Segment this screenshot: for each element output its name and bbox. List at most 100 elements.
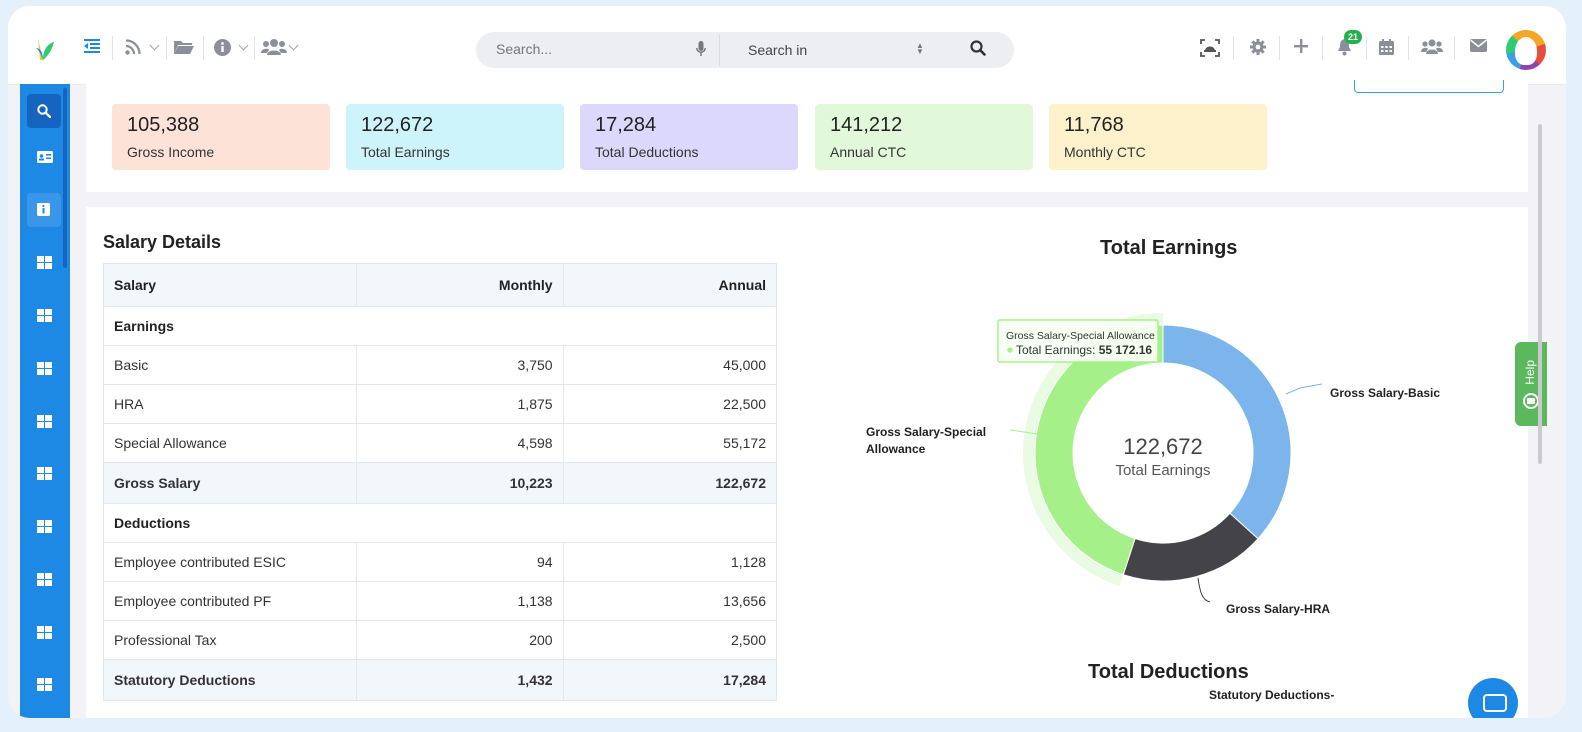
row-name: Gross Salary [102, 462, 358, 504]
sidebar-item-module-1[interactable] [27, 246, 61, 280]
help-label: Help [1523, 360, 1537, 385]
donut-slice-gross-salary-hra[interactable] [1122, 512, 1259, 582]
card-value: 17,284 [595, 114, 657, 136]
action-button[interactable] [1354, 80, 1504, 93]
sidebar-item-module-3[interactable] [27, 352, 61, 386]
row-annual: 22,500 [562, 384, 778, 424]
help-tab[interactable]: Help [1515, 342, 1547, 426]
app-logo [36, 38, 54, 60]
sidebar-item-module-5[interactable] [27, 457, 61, 491]
donut-slice-gross-salary-basic[interactable] [1162, 324, 1292, 540]
sidebar-scrollbar[interactable] [63, 88, 67, 268]
grid-icon [37, 573, 52, 586]
face-scan-icon[interactable] [1200, 39, 1220, 57]
team-icon[interactable] [1421, 39, 1443, 54]
select-arrows-icon[interactable]: ▲ ▼ [916, 41, 924, 56]
sidebar-item-id-card[interactable] [27, 141, 61, 175]
chart-title: Total Earnings [1100, 237, 1238, 259]
top-bar: Search in ▲▼ 21 [8, 6, 1566, 85]
tooltip-marker [1007, 347, 1013, 353]
table-row: Special Allowance 4,598 55,172 [102, 423, 778, 463]
card-label: Monthly CTC [1064, 144, 1146, 160]
sidebar-item-module-4[interactable] [27, 405, 61, 439]
menu-collapse-icon[interactable] [84, 39, 100, 53]
card-value: 122,672 [361, 114, 434, 136]
tooltip-value: 55 172.16 [1099, 343, 1153, 357]
sidebar-item-search[interactable] [27, 94, 61, 128]
search-scope-select[interactable]: Search in [748, 42, 808, 58]
row-name: Employee contributed ESIC [102, 542, 358, 582]
svg-text:Total Earnings: 55 172.16: Total Earnings: 55 172.16 [1016, 343, 1152, 357]
sidebar-item-module-9[interactable] [27, 668, 61, 702]
salary-details-title: Salary Details [103, 232, 222, 252]
search-input[interactable] [496, 41, 686, 57]
row-annual: 55,172 [562, 423, 778, 463]
grid-icon [37, 626, 52, 639]
column-header: Salary [102, 263, 358, 307]
statutory-deductions-row: Statutory Deductions 1,432 17,284 [102, 659, 778, 701]
row-name: HRA [102, 384, 358, 424]
section-row-earnings: Earnings [103, 306, 777, 346]
data-label-special-line1: Gross Salary-Special [866, 425, 986, 439]
sidebar-item-info[interactable] [27, 193, 61, 227]
table-row: Employee contributed ESIC 94 1,128 [102, 542, 778, 582]
section-label: Earnings [103, 306, 777, 346]
folder-icon[interactable] [174, 39, 194, 55]
microphone-icon[interactable] [696, 41, 706, 57]
grid-icon [37, 678, 52, 691]
notification-badge: 21 [1344, 30, 1362, 44]
row-name: Professional Tax [102, 620, 358, 660]
content-scrollbar[interactable] [1538, 124, 1542, 464]
rss-feed-icon[interactable] [125, 39, 141, 55]
calendar-icon[interactable] [1379, 39, 1394, 55]
table-row: Basic 3,750 45,000 [102, 345, 778, 385]
chart-tooltip: Gross Salary-Special Allowance Total Ear… [997, 319, 1159, 363]
add-icon[interactable] [1294, 39, 1308, 53]
data-label-statutory: Statutory Deductions- [1209, 688, 1335, 702]
sidebar-item-module-8[interactable] [27, 616, 61, 650]
row-name: Special Allowance [102, 423, 358, 463]
donut-center-value: 122,672 [1123, 434, 1203, 459]
chevron-down-icon[interactable] [288, 40, 299, 51]
row-monthly: 1,138 [356, 581, 564, 621]
users-group-icon[interactable] [261, 39, 287, 55]
total-earnings-card: 122,672 Total Earnings [346, 104, 564, 170]
card-value: 11,768 [1064, 114, 1124, 136]
total-deductions-chart-title: Total Deductions [1088, 661, 1249, 683]
sidebar [20, 84, 70, 718]
sidebar-item-module-6[interactable] [27, 510, 61, 544]
gear-icon[interactable] [1250, 39, 1266, 55]
gross-income-card: 105,388 Gross Income [112, 104, 330, 170]
card-label: Annual CTC [830, 144, 907, 160]
basic-connector [1285, 383, 1323, 395]
row-annual: 13,656 [562, 581, 778, 621]
special-connector [1009, 429, 1039, 435]
row-annual: 2,500 [562, 620, 778, 660]
mail-icon[interactable] [1470, 39, 1487, 52]
info-square-icon [37, 203, 50, 216]
sidebar-item-module-2[interactable] [27, 299, 61, 333]
grid-icon [37, 309, 52, 322]
avatar[interactable] [1506, 30, 1546, 70]
sidebar-item-module-7[interactable] [27, 563, 61, 597]
row-monthly: 10,223 [356, 462, 564, 504]
grid-icon [37, 256, 52, 269]
data-label-special-line2: Allowance [866, 442, 926, 456]
chatbot-button[interactable] [1468, 678, 1518, 718]
card-value: 141,212 [830, 114, 903, 136]
row-monthly: 3,750 [356, 345, 564, 385]
chevron-down-icon[interactable] [238, 40, 249, 51]
grid-icon [37, 520, 52, 533]
table-row: Professional Tax 200 2,500 [102, 620, 778, 660]
chevron-down-icon[interactable] [149, 40, 160, 51]
row-annual: 45,000 [562, 345, 778, 385]
row-monthly: 1,432 [356, 659, 564, 701]
search-icon[interactable] [970, 40, 986, 56]
table-row: Employee contributed PF 1,138 13,656 [102, 581, 778, 621]
info-icon[interactable] [214, 39, 231, 56]
column-header: Monthly [356, 263, 564, 307]
salary-table: Salary Monthly Annual Earnings Basic 3,7… [102, 263, 778, 701]
grid-icon [37, 415, 52, 428]
row-name: Basic [102, 345, 358, 385]
grid-icon [37, 362, 52, 375]
